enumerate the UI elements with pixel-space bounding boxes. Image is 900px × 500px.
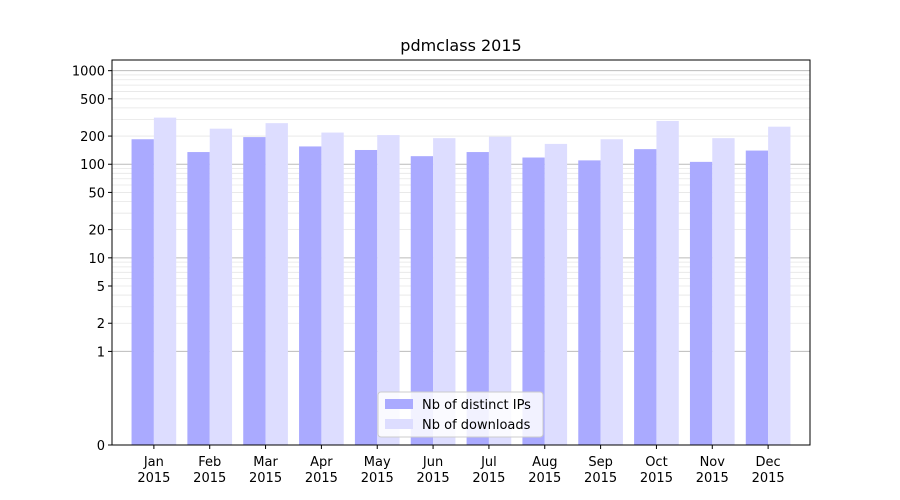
bar-distinct-ips [578,160,601,445]
bar-downloads [768,126,791,445]
bar-downloads [656,120,679,445]
legend-label: Nb of downloads [422,418,531,433]
bar-distinct-ips [187,152,210,445]
bar-distinct-ips [131,139,154,445]
x-tick-label: Sep 2015 [584,455,617,486]
bar-downloads [600,139,623,445]
y-tick-label: 2 [97,317,105,332]
bar-distinct-ips [745,150,769,445]
bar-downloads [377,135,400,445]
bar-distinct-ips [634,149,657,445]
y-tick-label: 1 [97,345,105,360]
y-tick-label: 5 [97,280,105,295]
bar-downloads [153,117,177,445]
chart-title: pdmclass 2015 [400,36,521,55]
bar-distinct-ips [243,137,266,445]
x-tick-label: Aug 2015 [528,455,561,486]
y-tick-label: 10 [88,252,105,267]
y-tick-label: 50 [88,186,105,201]
x-tick-label: Oct 2015 [640,455,673,486]
x-tick-label: Jul 2015 [472,455,505,486]
x-tick-label: Feb 2015 [193,455,226,486]
x-tick-label: Jun 2015 [417,455,450,486]
bar-distinct-ips [299,146,322,446]
y-tick-label: 200 [80,130,105,145]
bar-downloads [321,132,344,445]
y-axis: 0 1 2 5 10 20 50 100 200 500 1000 [72,65,112,454]
x-tick-label: Jan 2015 [137,455,170,486]
x-tick-label: May 2015 [361,455,394,486]
x-tick-label: Dec 2015 [752,455,785,486]
x-tick-label: Mar 2015 [249,455,282,486]
legend-swatch [385,419,413,429]
bar-downloads [433,138,456,446]
y-tick-label: 20 [88,224,105,239]
bar-distinct-ips [354,149,378,445]
x-tick-label: Apr 2015 [305,455,338,486]
y-tick-label: 100 [80,158,105,173]
y-tick-label: 0 [97,439,105,454]
bar-downloads [712,138,735,446]
legend-label: Nb of distinct IPs [422,398,531,413]
bar-distinct-ips [689,161,713,445]
y-tick-label: 500 [80,93,105,108]
bar-distinct-ips [522,157,545,445]
bar-downloads [265,123,288,446]
x-axis: Jan 2015 Feb 2015 Mar 2015 Apr 2015 May 2015 Jun 20… [137,445,785,486]
bars [131,117,791,446]
legend-swatch [385,399,413,409]
bar-downloads [209,128,233,445]
bar-downloads [488,136,512,445]
legend: Nb of distinct IPs Nb of downloads [377,391,544,438]
bar-distinct-ips [410,156,434,445]
x-tick-label: Nov 2015 [696,455,729,486]
y-tick-label: 1000 [72,65,105,80]
legend-box [377,391,544,438]
plot-frame [111,59,811,446]
bar-downloads [544,143,568,445]
bar-distinct-ips [466,152,489,445]
